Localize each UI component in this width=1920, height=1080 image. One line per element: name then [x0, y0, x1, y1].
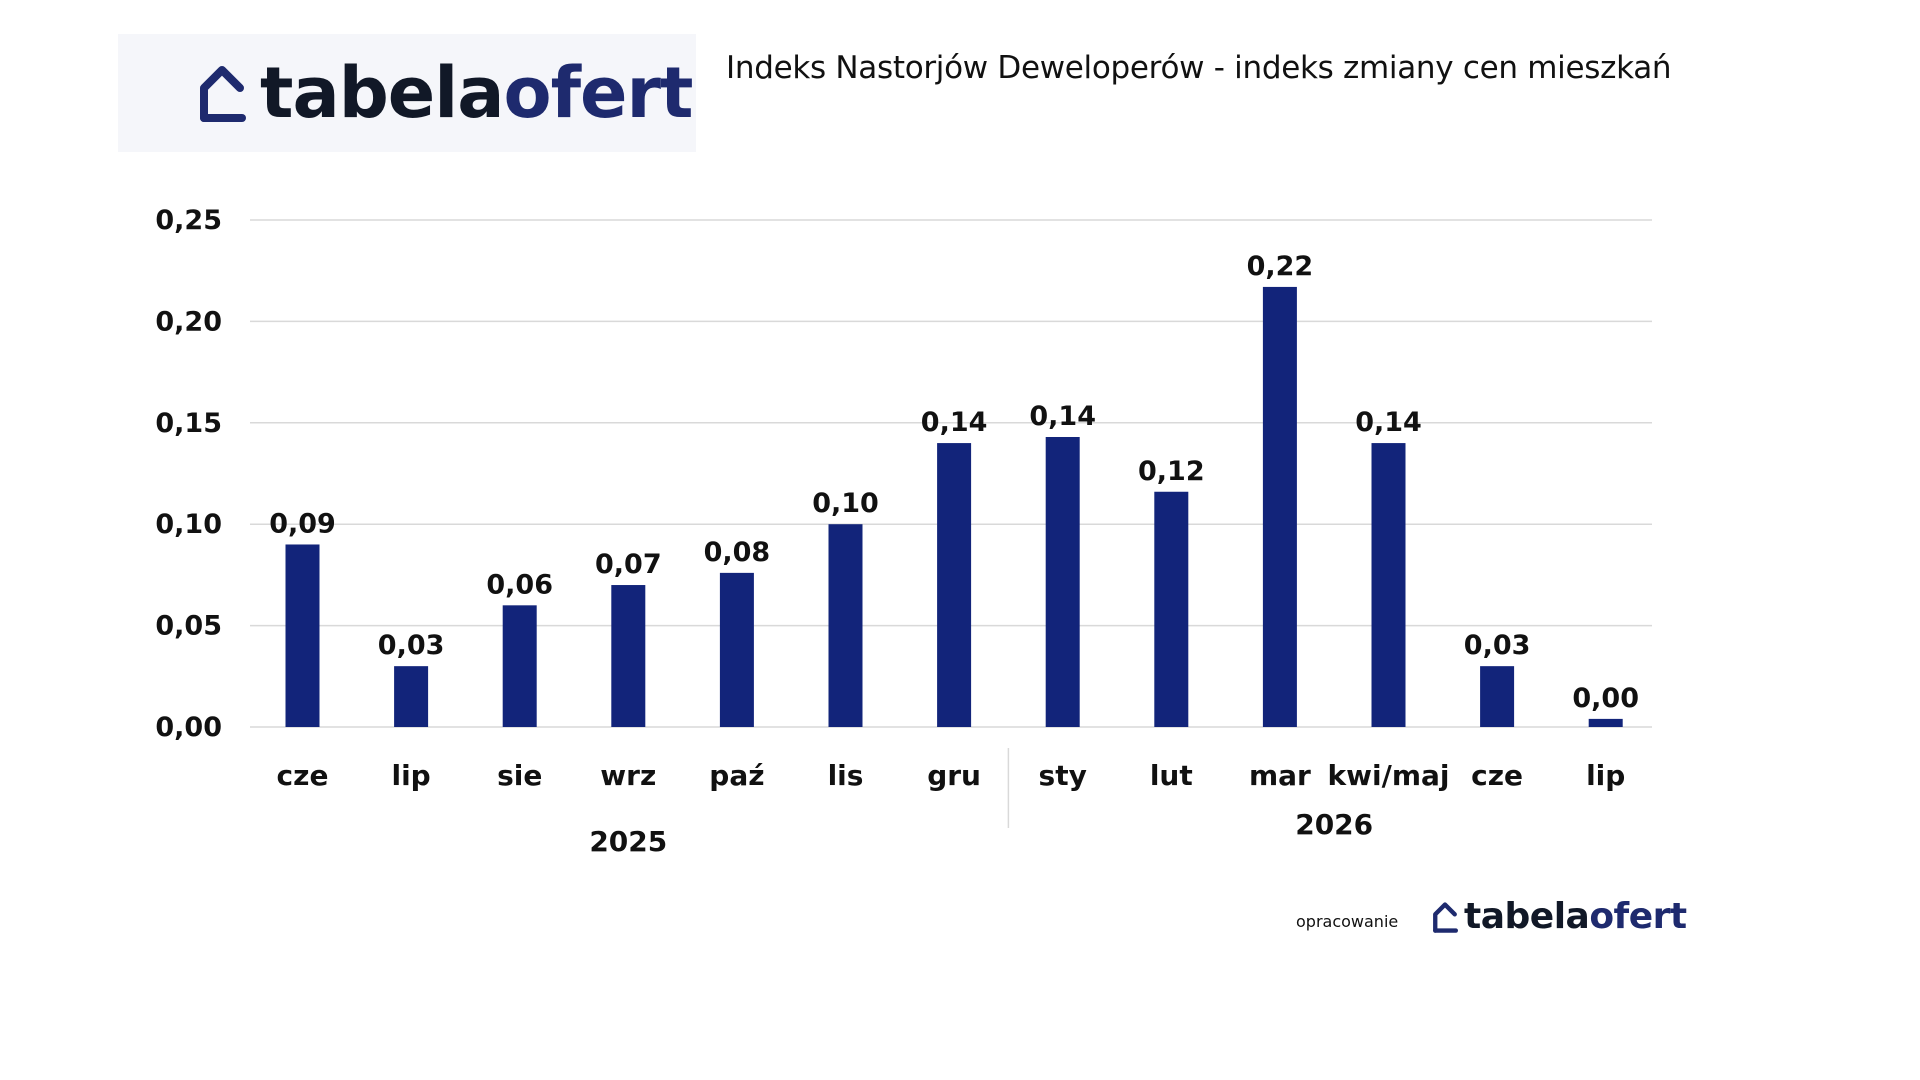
- x-tick-label: paź: [709, 759, 764, 792]
- bar: [937, 443, 972, 727]
- bar: [1045, 436, 1080, 727]
- data-label: 0,06: [486, 569, 553, 600]
- bar: [1371, 443, 1406, 727]
- y-tick-label: 0,10: [155, 509, 222, 540]
- data-labels: 0,09 0,03 0,06 0,07 0,08 0,10 0,14 0,14 0,12 0,22…: [269, 251, 1639, 714]
- bar: [285, 544, 320, 727]
- bar: [1480, 666, 1515, 727]
- logo-background: [118, 34, 696, 152]
- y-tick-label: 0,00: [155, 712, 222, 743]
- x-tick-label: lip: [1586, 759, 1625, 792]
- brand-name-part1: tabela: [260, 52, 505, 134]
- house-outline-icon: [1433, 901, 1458, 933]
- data-label: 0,14: [1029, 401, 1096, 432]
- brand-name-part2: ofert: [503, 52, 694, 134]
- x-tick-label: kwi/maj: [1328, 759, 1450, 792]
- y-tick-label: 0,20: [155, 306, 222, 337]
- bars: [285, 286, 1623, 727]
- footer-credit-prefix: opracowanie: [1296, 912, 1399, 931]
- data-label: 0,14: [921, 407, 988, 438]
- data-label: 0,00: [1572, 683, 1639, 714]
- footer-brand-name-part2: ofert: [1589, 896, 1687, 937]
- data-label: 0,03: [378, 630, 445, 661]
- bar: [1262, 286, 1297, 727]
- x-tick-label: lut: [1150, 759, 1193, 792]
- data-label: 0,14: [1355, 407, 1422, 438]
- x-tick-label: mar: [1249, 759, 1311, 792]
- chart-title: Indeks Nastorjów Deweloperów - indeks zm…: [726, 50, 1672, 86]
- x-tick-label: cze: [1471, 759, 1523, 792]
- y-tick-label: 0,25: [155, 205, 222, 236]
- data-label: 0,09: [269, 508, 336, 539]
- data-label: 0,07: [595, 549, 662, 580]
- bar: [611, 585, 646, 727]
- bar: [1588, 718, 1623, 727]
- y-tick-label: 0,15: [155, 408, 222, 439]
- house-outline-icon: [200, 66, 246, 122]
- x-tick-label: gru: [927, 759, 981, 792]
- brand-logo: tabela ofert: [198, 52, 694, 134]
- data-label: 0,10: [812, 488, 879, 519]
- data-label: 0,22: [1247, 251, 1314, 282]
- data-label: 0,03: [1464, 630, 1531, 661]
- data-label: 0,12: [1138, 456, 1205, 487]
- year-label: 2025: [589, 825, 667, 858]
- bar: [394, 666, 429, 727]
- x-tick-label: cze: [277, 759, 329, 792]
- x-tick-label: sty: [1039, 759, 1087, 792]
- x-tick-label: lip: [391, 759, 430, 792]
- x-tick-label: wrz: [600, 759, 656, 792]
- bar: [1154, 491, 1189, 727]
- year-group-labels: 2025 2026: [589, 748, 1373, 858]
- x-tick-label: lis: [828, 759, 864, 792]
- y-tick-label: 0,05: [155, 611, 222, 642]
- bar: [719, 572, 754, 727]
- y-axis-tick-labels: 0,00 0,05 0,10 0,15 0,20 0,25: [155, 205, 222, 743]
- footer-brand-name-part1: tabela: [1464, 896, 1590, 937]
- bar: [828, 524, 863, 727]
- x-tick-label: sie: [497, 759, 542, 792]
- bar: [502, 605, 537, 727]
- year-label: 2026: [1295, 808, 1373, 841]
- footer-brand-logo: tabela ofert: [1432, 896, 1687, 937]
- x-axis-tick-labels: cze lip sie wrz paź lis gru sty lut mar kwi/maj cze…: [277, 759, 1626, 792]
- data-label: 0,08: [704, 537, 771, 568]
